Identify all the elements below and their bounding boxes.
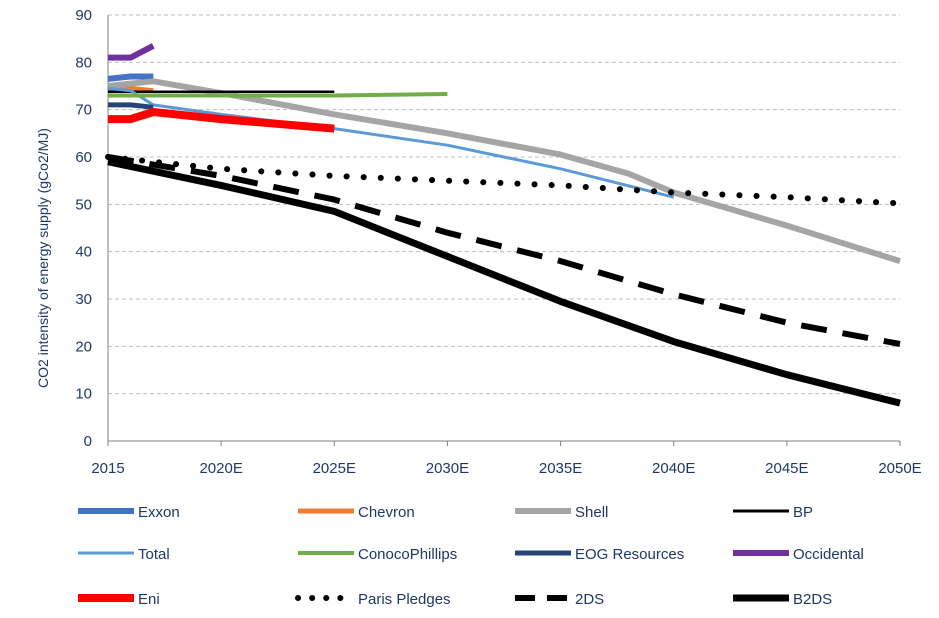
legend-label-occidental: Occidental <box>793 546 864 563</box>
series-line-shell <box>107 78 901 264</box>
series-line-conocophillips <box>108 92 448 98</box>
series-line-eog-resources <box>108 102 154 110</box>
legend-label-total: Total <box>138 546 170 563</box>
legend-label-shell: Shell <box>575 504 608 521</box>
y-axis-title: CO2 intensity of energy supply (gCo2/MJ) <box>35 128 51 388</box>
legend: Exxon Chevron Shell BP Total ConocoPhillips EO… <box>78 504 864 608</box>
y-tick-label: 20 <box>75 338 92 355</box>
x-tick-label: 2035E <box>539 460 582 477</box>
legend-label-conocophillips: ConocoPhillips <box>358 546 457 563</box>
y-tick-label: 40 <box>75 244 92 261</box>
x-tick-label: 2040E <box>652 460 695 477</box>
tick-labels: 0 10 20 30 40 50 60 70 80 90 2015 2020E 2025E 2030E 20… <box>75 7 921 477</box>
y-tick-label: 50 <box>75 196 92 213</box>
axes <box>107 15 901 446</box>
series-line-exxon <box>107 73 154 82</box>
y-tick-label: 30 <box>75 291 92 308</box>
legend-label-b2ds: B2DS <box>793 591 832 608</box>
legend-label-exxon: Exxon <box>138 504 180 521</box>
x-tick-label: 2015 <box>91 460 124 477</box>
legend-label-eni: Eni <box>138 591 160 608</box>
y-tick-label: 10 <box>75 386 92 403</box>
y-tick-label: 0 <box>84 433 92 450</box>
x-tick-label: 2030E <box>426 460 469 477</box>
y-tick-label: 90 <box>75 7 92 24</box>
x-tick-label: 2050E <box>878 460 921 477</box>
series-line-eni <box>108 108 335 133</box>
legend-label-paris-pledges: Paris Pledges <box>358 591 451 608</box>
y-tick-label: 60 <box>75 149 92 166</box>
gridlines <box>108 14 900 395</box>
series-lines <box>105 43 903 407</box>
x-tick-label: 2045E <box>765 460 808 477</box>
y-tick-label: 80 <box>75 54 92 71</box>
legend-label-eog-resources: EOG Resources <box>575 546 684 563</box>
legend-label-2ds: 2DS <box>575 591 604 608</box>
x-tick-label: 2025E <box>313 460 356 477</box>
legend-label-chevron: Chevron <box>358 504 415 521</box>
series-line-paris-pledges <box>105 154 903 207</box>
series-line-b2ds <box>107 158 901 407</box>
x-tick-label: 2020E <box>199 460 242 477</box>
y-tick-label: 70 <box>75 102 92 119</box>
series-line-occidental <box>108 43 155 61</box>
series-line-2ds <box>107 154 901 347</box>
legend-label-bp: BP <box>793 504 813 521</box>
